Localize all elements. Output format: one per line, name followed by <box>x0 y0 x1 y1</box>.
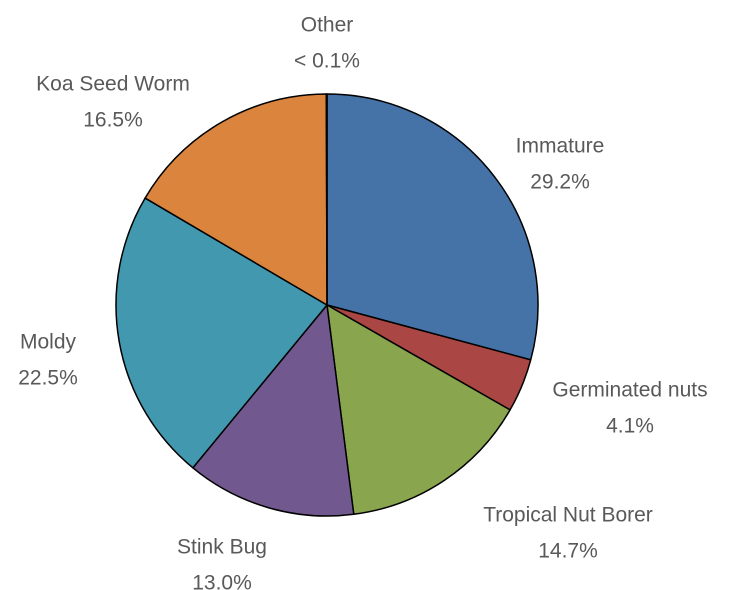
slice-label: Koa Seed Worm <box>36 73 190 96</box>
slice-value-label: 16.5% <box>83 109 143 132</box>
slice-value-label: < 0.1% <box>294 50 360 73</box>
slice-value-label: 22.5% <box>18 367 78 390</box>
pie-slice <box>326 93 539 361</box>
pie-slice <box>144 93 328 306</box>
slice-label: Tropical Nut Borer <box>483 504 653 527</box>
slice-label: Moldy <box>20 331 77 354</box>
slice-value-label: 29.2% <box>530 171 590 194</box>
slice-value-label: 13.0% <box>192 572 252 590</box>
pie-slice <box>115 197 328 469</box>
slice-value-label: 14.7% <box>538 540 598 563</box>
pie-slice <box>326 304 511 516</box>
pie-slice <box>325 93 328 306</box>
slice-label: Stink Bug <box>177 536 267 559</box>
slice-label: Other <box>301 14 354 37</box>
slice-value-label: 4.1% <box>606 415 654 438</box>
slice-label: Immature <box>516 135 605 158</box>
slice-label: Germinated nuts <box>552 379 707 402</box>
pie-slice <box>192 304 355 517</box>
